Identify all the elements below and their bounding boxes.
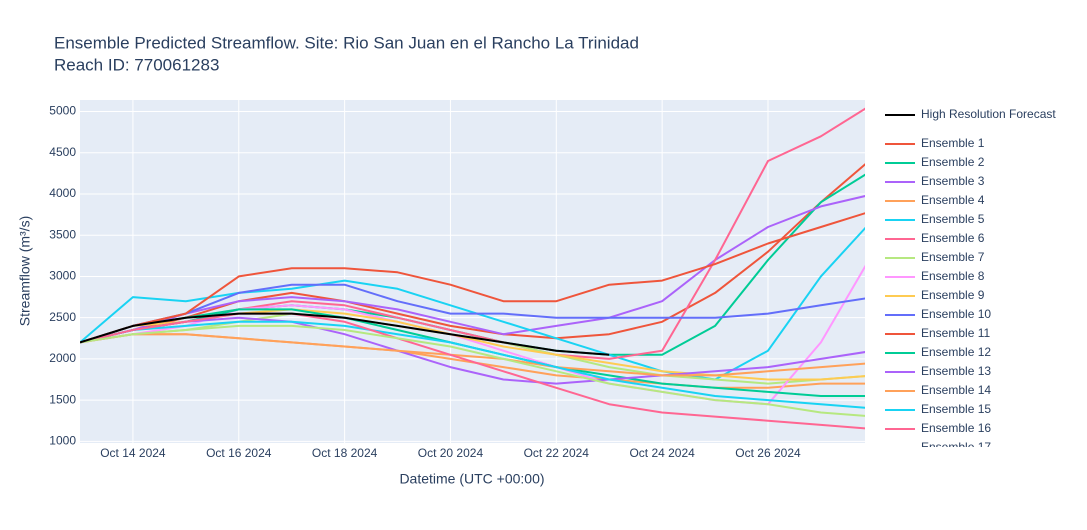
legend-label[interactable]: Ensemble 2 xyxy=(921,155,985,169)
series-line xyxy=(80,333,865,377)
grid: 1000 1500 2000 2500 3000 3500 4000 4500 5000 Oct … xyxy=(49,100,865,460)
legend-label[interactable]: Ensemble 6 xyxy=(921,231,985,245)
legend-label[interactable]: Ensemble 4 xyxy=(921,193,985,207)
y-tick-label: 3000 xyxy=(49,269,76,283)
x-tick-label: Oct 14 2024 xyxy=(100,446,166,460)
y-axis-title: Streamflow (m³/s) xyxy=(17,216,33,326)
chart-title: Ensemble Predicted Streamflow. Site: Rio… xyxy=(54,33,639,52)
series-line xyxy=(80,316,865,385)
series-line xyxy=(80,212,865,344)
series-line xyxy=(80,312,610,356)
legend-label[interactable]: Ensemble 8 xyxy=(921,269,985,283)
y-tick-label: 4000 xyxy=(49,186,76,200)
legend-label[interactable]: Ensemble 5 xyxy=(921,212,985,226)
legend-label[interactable]: Ensemble 11 xyxy=(921,326,990,340)
x-tick-label: Oct 24 2024 xyxy=(629,446,695,460)
chart-subtitle: Reach ID: 770061283 xyxy=(54,55,219,74)
legend-label[interactable]: Ensemble 17 xyxy=(921,440,991,454)
y-tick-label: 2000 xyxy=(49,351,76,365)
legend-label[interactable]: Ensemble 13 xyxy=(921,364,991,378)
y-tick-label: 1500 xyxy=(49,392,76,406)
x-tick-label: Oct 22 2024 xyxy=(524,446,590,460)
legend-label[interactable]: Ensemble 7 xyxy=(921,250,985,264)
series-line xyxy=(80,324,865,417)
series-line xyxy=(80,312,865,430)
y-tick-label: 4500 xyxy=(49,145,76,159)
x-tick-label: Oct 20 2024 xyxy=(418,446,484,460)
legend-label[interactable]: Ensemble 12 xyxy=(921,345,991,359)
series-line xyxy=(80,163,865,344)
legend-label[interactable]: Ensemble 9 xyxy=(921,288,985,302)
legend-label[interactable]: Ensemble 10 xyxy=(921,307,991,321)
legend-label[interactable]: High Resolution Forecast xyxy=(921,107,1056,121)
y-tick-label: 3500 xyxy=(49,227,76,241)
legend-label[interactable]: Ensemble 15 xyxy=(921,402,991,416)
series-line xyxy=(80,283,865,344)
y-tick-label: 2500 xyxy=(49,310,76,324)
series-line xyxy=(80,195,865,344)
y-tick-label: 5000 xyxy=(49,104,76,118)
lines xyxy=(80,107,865,430)
x-tick-label: Oct 26 2024 xyxy=(735,446,801,460)
legend: High Resolution Forecast Ensemble 1 Ensemb… xyxy=(885,107,1056,454)
x-axis-title: Datetime (UTC +00:00) xyxy=(399,471,544,487)
legend-label[interactable]: Ensemble 1 xyxy=(921,136,985,150)
legend-label[interactable]: Ensemble 3 xyxy=(921,174,985,188)
series-line xyxy=(80,320,865,409)
legend-label[interactable]: Ensemble 16 xyxy=(921,421,991,435)
x-tick-label: Oct 16 2024 xyxy=(206,446,272,460)
y-tick-label: 1000 xyxy=(49,434,76,448)
legend-label[interactable]: Ensemble 14 xyxy=(921,383,991,397)
x-tick-label: Oct 18 2024 xyxy=(312,446,378,460)
plot-background xyxy=(80,100,865,443)
